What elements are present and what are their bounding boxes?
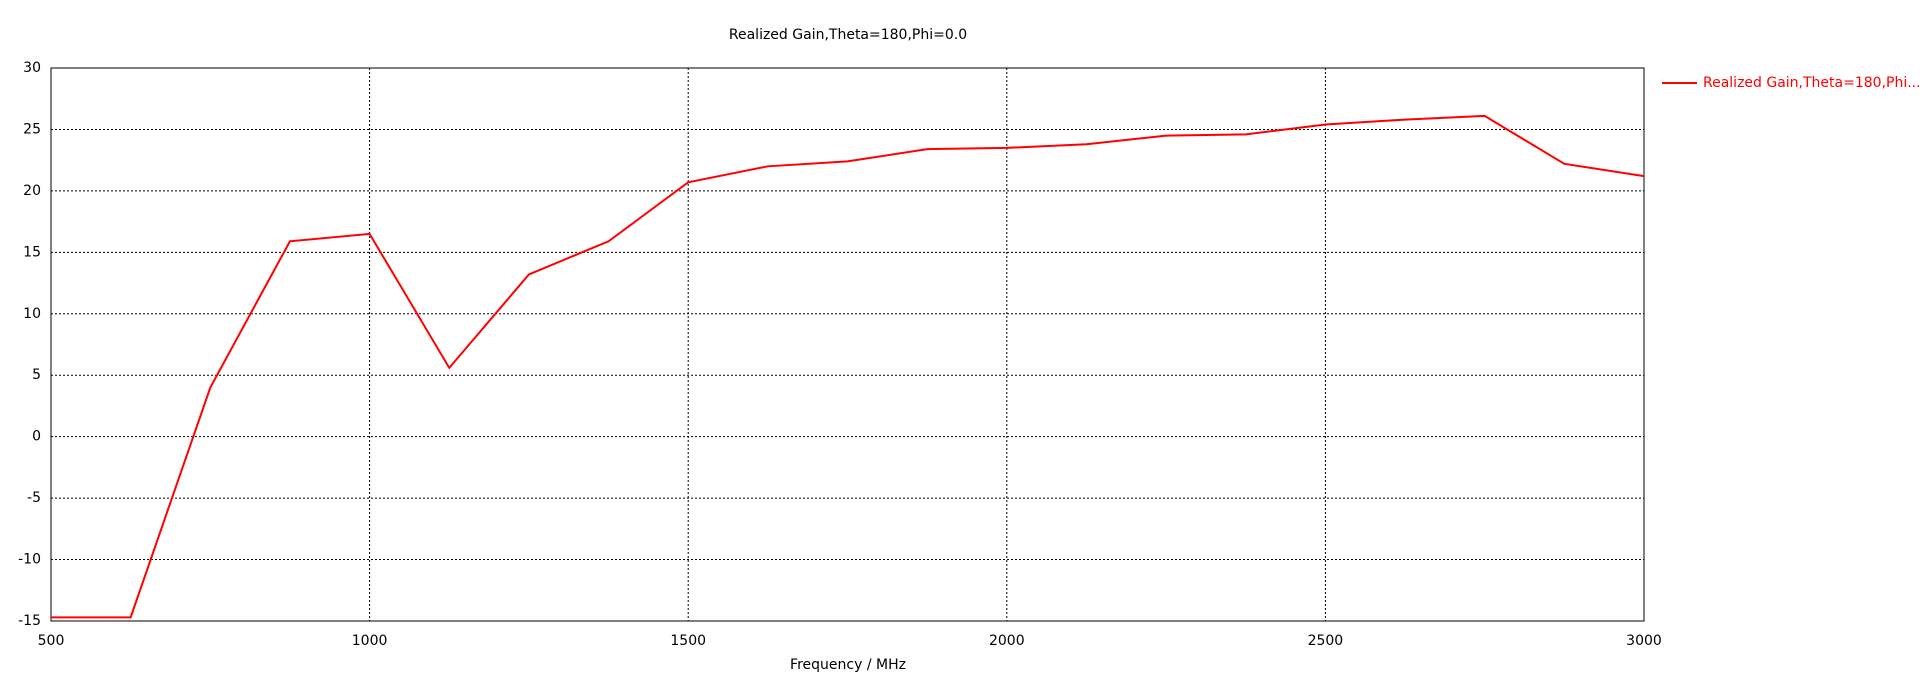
x-tick-label: 1500 xyxy=(670,633,706,649)
y-tick-label: 25 xyxy=(23,121,41,137)
y-tick-label: -10 xyxy=(18,552,41,568)
y-tick-label: 10 xyxy=(23,306,41,322)
y-tick-label: -5 xyxy=(27,490,41,506)
y-tick-label: 0 xyxy=(32,429,41,445)
y-tick-label: 20 xyxy=(23,183,41,199)
x-tick-label: 2000 xyxy=(989,633,1025,649)
legend-label: Realized Gain,Theta=180,Phi... xyxy=(1703,75,1921,91)
y-tick-label: 15 xyxy=(23,244,41,260)
chart-title: Realized Gain,Theta=180,Phi=0.0 xyxy=(729,27,967,43)
x-tick-label: 500 xyxy=(38,633,65,649)
x-axis-label: Frequency / MHz xyxy=(790,657,906,673)
y-tick-label: 30 xyxy=(23,60,41,76)
y-tick-label: 5 xyxy=(32,367,41,383)
x-tick-label: 2500 xyxy=(1308,633,1344,649)
plot-frame xyxy=(50,67,1645,622)
y-tick-label: -15 xyxy=(18,613,41,629)
data-line xyxy=(51,114,1645,619)
x-tick-label: 1000 xyxy=(352,633,388,649)
x-tick-label: 3000 xyxy=(1626,633,1662,649)
